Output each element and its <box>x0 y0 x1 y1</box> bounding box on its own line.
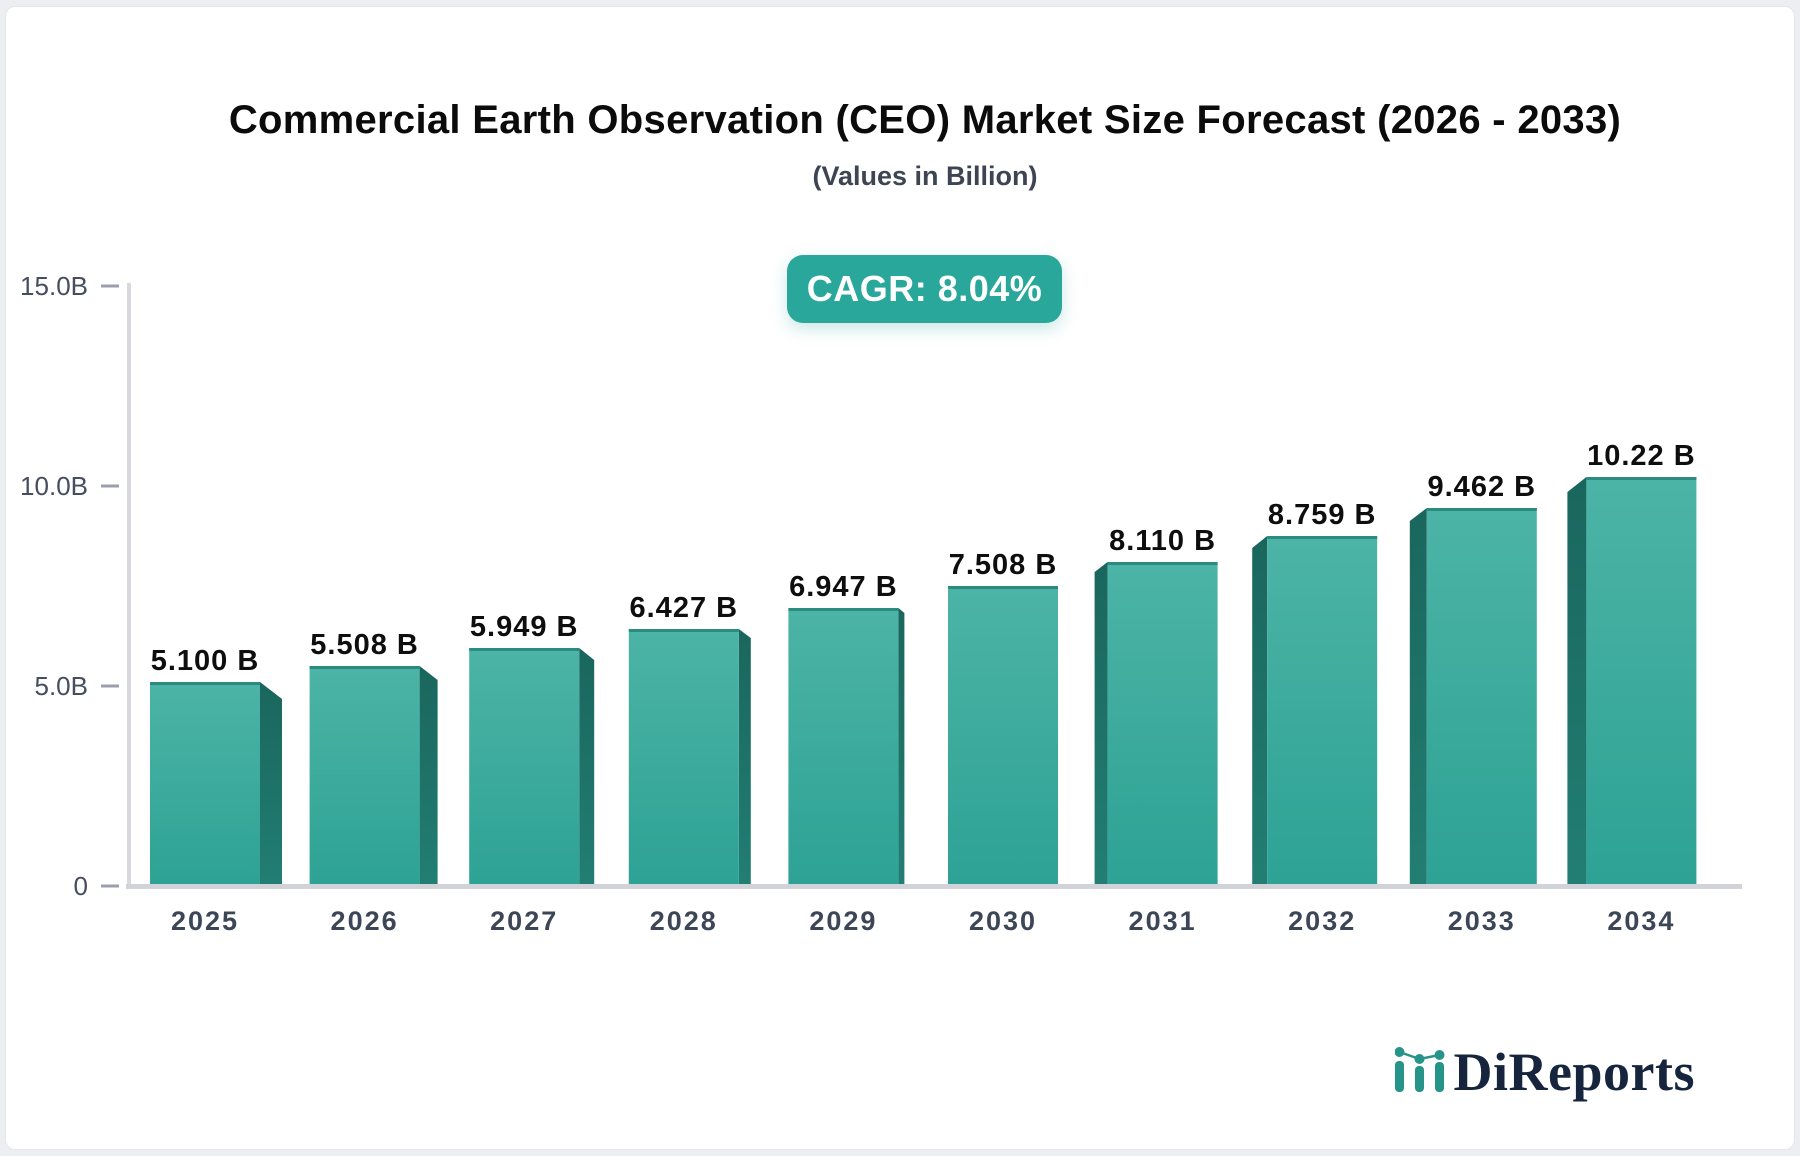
chart-header: Commercial Earth Observation (CEO) Marke… <box>50 98 1800 192</box>
bar-main-face <box>309 666 420 886</box>
x-category-label: 2028 <box>650 906 718 936</box>
bar-top-cap <box>948 586 1058 589</box>
direports-logo: DiReports <box>1394 1045 1695 1099</box>
bar-main-face <box>948 586 1058 886</box>
bar-top-cap <box>309 666 420 669</box>
x-category-label: 2025 <box>171 906 239 936</box>
chart-title: Commercial Earth Observation (CEO) Marke… <box>228 98 1622 142</box>
x-category-label: 2027 <box>490 906 558 936</box>
bar-main-face <box>628 629 739 886</box>
bar-value-label: 5.508 B <box>310 629 419 661</box>
y-axis-line <box>127 283 131 886</box>
bar-top-cap <box>1586 477 1697 480</box>
bar-top-cap <box>150 682 260 685</box>
y-tick-label: 0 <box>74 871 88 901</box>
bar-top-cap <box>628 629 739 632</box>
bar-value-label: 10.22 B <box>1587 440 1696 472</box>
x-category-label: 2031 <box>1129 906 1197 936</box>
bar-top-cap <box>1267 536 1378 539</box>
x-category-label: 2032 <box>1288 906 1356 936</box>
bar-top-cap <box>469 648 580 651</box>
bar-value-label: 8.759 B <box>1268 499 1377 531</box>
bar-side-face <box>1252 536 1268 886</box>
bar-main-face <box>1586 477 1697 886</box>
bar-value-label: 6.947 B <box>789 571 898 603</box>
bar-value-label: 5.949 B <box>470 611 579 643</box>
y-tick <box>101 284 119 288</box>
bar-main-face <box>1107 562 1218 886</box>
y-tick-label: 15.0B <box>20 271 88 301</box>
bar-side-face <box>419 666 438 886</box>
bar-main-face <box>469 648 580 886</box>
cagr-badge: CAGR: 8.04% <box>787 255 1062 323</box>
bar-value-label: 7.508 B <box>949 549 1058 581</box>
bar-value-label: 8.110 B <box>1109 525 1216 557</box>
bar-side-face <box>260 682 282 886</box>
bar-value-label: 5.100 B <box>151 645 260 677</box>
y-tick <box>101 484 119 488</box>
bar-side-face <box>738 629 751 886</box>
chart-subtitle: (Values in Billion) <box>812 161 1038 191</box>
bar-value-label: 6.427 B <box>630 592 739 624</box>
y-tick-label: 5.0B <box>35 671 89 701</box>
bar-top-cap <box>1107 562 1218 565</box>
bar-main-face <box>1267 536 1378 886</box>
bar-side-face <box>579 648 595 886</box>
x-category-label: 2030 <box>969 906 1037 936</box>
x-category-label: 2026 <box>331 906 399 936</box>
bar-side-face <box>898 608 905 886</box>
bar-side-face <box>1409 508 1427 886</box>
y-tick <box>101 884 119 888</box>
bar-value-label: 9.462 B <box>1428 471 1537 503</box>
bar-top-cap <box>788 608 899 611</box>
bar-main-face <box>1426 508 1537 886</box>
logo-text: DiReports <box>1453 1042 1695 1102</box>
bar-side-face <box>1567 477 1587 886</box>
x-axis-line <box>126 884 1742 889</box>
bar-line-chart-icon <box>1394 1047 1445 1092</box>
y-tick-label: 10.0B <box>20 471 88 501</box>
x-category-label: 2029 <box>809 906 877 936</box>
bar-top-cap <box>1426 508 1537 511</box>
y-tick <box>101 684 119 688</box>
bar-main-face <box>788 608 899 886</box>
bar-side-face <box>1094 562 1108 886</box>
bar-main-face <box>150 682 260 886</box>
x-category-label: 2033 <box>1448 906 1516 936</box>
x-category-label: 2034 <box>1607 906 1675 936</box>
